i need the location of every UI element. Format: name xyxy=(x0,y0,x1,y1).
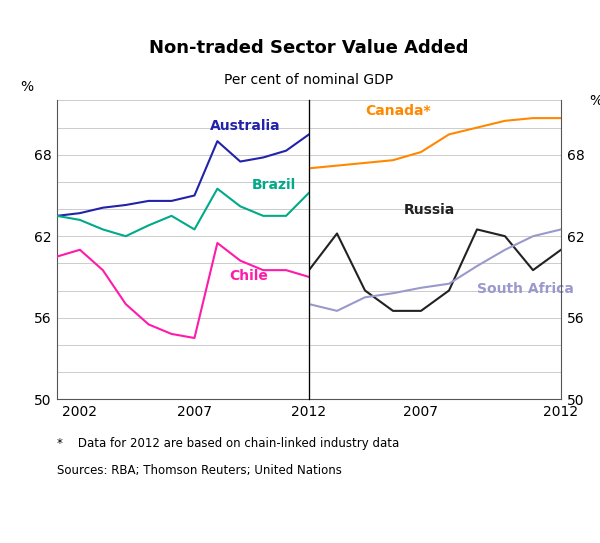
Text: Non-traded Sector Value Added: Non-traded Sector Value Added xyxy=(149,39,469,57)
Text: *    Data for 2012 are based on chain-linked industry data: * Data for 2012 are based on chain-linke… xyxy=(57,437,399,450)
Text: South Africa: South Africa xyxy=(477,282,574,296)
Text: Chile: Chile xyxy=(229,269,268,283)
Text: Australia: Australia xyxy=(209,119,280,134)
Text: Sources: RBA; Thomson Reuters; United Nations: Sources: RBA; Thomson Reuters; United Na… xyxy=(57,464,342,477)
Text: Brazil: Brazil xyxy=(252,178,296,192)
Y-axis label: %: % xyxy=(590,94,600,109)
Y-axis label: %: % xyxy=(20,80,34,94)
Text: Russia: Russia xyxy=(404,204,455,218)
Text: Canada*: Canada* xyxy=(365,104,431,118)
Text: Per cent of nominal GDP: Per cent of nominal GDP xyxy=(224,73,394,87)
